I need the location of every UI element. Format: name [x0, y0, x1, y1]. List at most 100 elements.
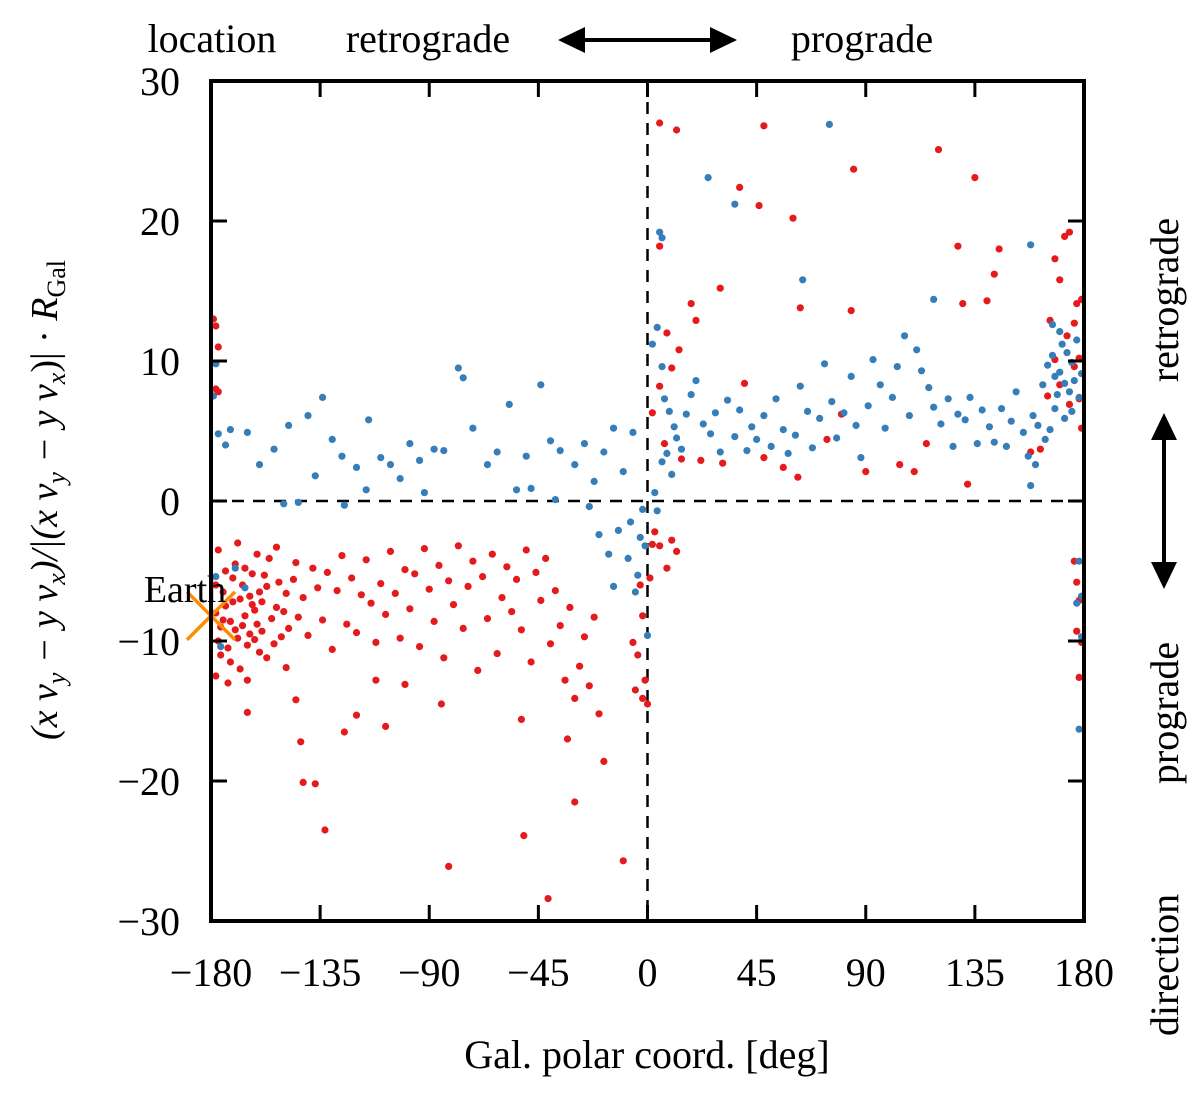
blue-data-point — [605, 550, 613, 558]
red-data-point — [563, 735, 572, 743]
red-data-point — [498, 594, 506, 602]
red-data-point — [1075, 673, 1083, 682]
blue-data-point — [808, 444, 817, 452]
blue-data-point — [682, 410, 690, 418]
blue-data-point — [585, 503, 593, 511]
blue-data-point — [954, 410, 962, 418]
blue-data-point — [820, 360, 829, 368]
red-data-point — [922, 440, 930, 448]
blue-data-point — [658, 234, 666, 242]
blue-data-point — [857, 454, 865, 462]
top-prograde-label: prograde — [791, 16, 933, 61]
top-double-arrow-icon — [558, 27, 737, 53]
red-data-point — [1056, 276, 1064, 284]
blue-data-point — [1019, 428, 1027, 436]
red-data-point — [449, 601, 458, 609]
right-retrograde-label: retrograde — [1142, 218, 1187, 382]
red-data-point — [1065, 228, 1074, 236]
red-data-point — [318, 616, 327, 624]
blue-data-point — [483, 461, 492, 469]
blue-data-point — [913, 346, 921, 354]
red-data-point — [454, 542, 462, 550]
red-data-point — [719, 459, 727, 467]
blue-data-point — [731, 433, 739, 441]
blue-data-point — [966, 393, 974, 401]
blue-data-point — [888, 393, 897, 401]
blue-data-point — [522, 452, 530, 460]
y-tick-label: 0 — [160, 479, 180, 524]
red-data-point — [236, 595, 244, 603]
red-data-point — [508, 608, 516, 616]
blue-data-point — [226, 426, 234, 434]
blue-data-point — [280, 500, 288, 508]
blue-data-point — [243, 428, 251, 436]
red-data-point — [580, 633, 589, 641]
red-data-point — [537, 596, 545, 605]
blue-data-point — [454, 364, 462, 372]
blue-data-point — [663, 449, 671, 457]
red-data-point — [321, 826, 329, 834]
blue-data-point — [973, 440, 981, 448]
blue-data-point — [493, 448, 501, 456]
blue-data-point — [668, 470, 676, 478]
blue-data-point — [833, 434, 841, 442]
red-data-point — [673, 126, 681, 134]
blue-data-point — [294, 498, 302, 506]
red-data-point — [437, 700, 445, 708]
red-data-point — [285, 624, 293, 633]
red-data-point — [479, 573, 487, 581]
red-data-point — [959, 300, 967, 308]
red-data-point — [527, 658, 535, 666]
red-data-point — [600, 757, 608, 766]
red-data-point — [377, 580, 385, 588]
blue-data-point — [406, 440, 414, 448]
blue-data-point — [551, 496, 559, 504]
blue-data-point — [1027, 482, 1035, 490]
red-data-point — [646, 574, 654, 582]
red-data-point — [847, 307, 855, 315]
x-tick-label: −45 — [507, 950, 570, 995]
red-data-point — [229, 598, 237, 606]
x-tick-label: −135 — [279, 950, 362, 995]
red-data-point — [246, 592, 254, 600]
blue-data-point — [1048, 351, 1057, 359]
right-double-arrow-icon — [1151, 413, 1177, 589]
blue-data-point — [930, 403, 938, 411]
blue-data-point — [673, 434, 681, 442]
blue-data-point — [736, 406, 744, 414]
blue-data-point — [706, 430, 715, 438]
red-data-point — [850, 165, 858, 173]
red-data-point — [251, 606, 259, 614]
red-data-point — [253, 620, 261, 628]
blue-data-point — [285, 421, 293, 429]
red-data-point — [740, 379, 749, 387]
red-data-point — [263, 654, 271, 662]
red-data-point — [272, 543, 281, 551]
red-data-point — [226, 617, 234, 626]
blue-data-point — [1061, 414, 1069, 422]
red-data-point — [272, 603, 281, 612]
red-data-point — [716, 284, 724, 292]
blue-data-point — [377, 454, 385, 462]
blue-data-point — [876, 381, 884, 389]
red-data-point — [639, 612, 647, 620]
red-data-point — [214, 343, 222, 351]
right-direction-label: direction — [1142, 894, 1187, 1036]
x-tick-label: −180 — [170, 950, 253, 995]
red-data-point — [493, 650, 501, 658]
blue-data-point — [944, 395, 952, 403]
red-data-point — [241, 564, 249, 572]
red-data-point — [289, 575, 298, 584]
red-data-point — [367, 599, 375, 607]
blue-data-point — [1056, 368, 1064, 376]
red-data-point — [551, 587, 559, 595]
blue-data-point — [1063, 349, 1071, 357]
blue-data-point — [1073, 336, 1081, 344]
blue-data-point — [930, 295, 938, 303]
red-data-point — [488, 550, 496, 558]
blue-data-point — [571, 461, 579, 469]
blue-data-point — [687, 391, 695, 399]
blue-data-point — [1046, 426, 1054, 434]
red-data-point — [406, 605, 414, 613]
red-data-point — [544, 895, 552, 903]
